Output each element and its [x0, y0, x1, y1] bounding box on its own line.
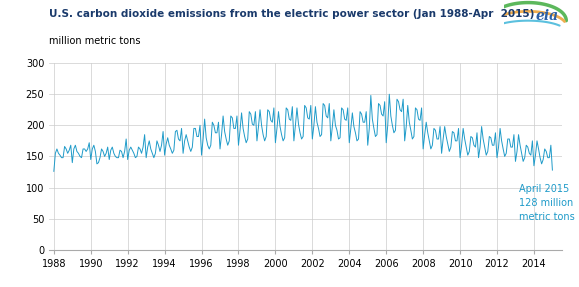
Text: U.S. carbon dioxide emissions from the electric power sector (Jan 1988-Apr  2015: U.S. carbon dioxide emissions from the e… [49, 9, 534, 19]
Text: million metric tons: million metric tons [49, 36, 141, 46]
Text: April 2015
128 million
metric tons: April 2015 128 million metric tons [519, 184, 575, 222]
Text: eia: eia [536, 9, 559, 23]
